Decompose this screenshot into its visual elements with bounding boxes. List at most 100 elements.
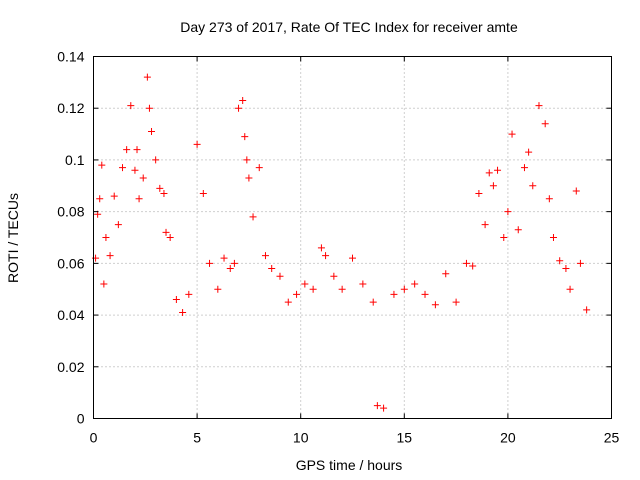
data-point [349, 254, 356, 262]
data-point [541, 120, 549, 128]
data-point [114, 221, 122, 229]
data-point [309, 285, 317, 293]
x-tick-label: 10 [293, 430, 309, 446]
data-point [301, 280, 309, 288]
data-point [241, 133, 249, 141]
data-point [249, 213, 257, 221]
y-tick-label: 0.06 [57, 255, 84, 271]
data-point [131, 166, 139, 174]
data-point [255, 164, 263, 172]
data-point [549, 234, 557, 241]
data-point [583, 306, 591, 314]
x-tick-label: 25 [604, 430, 620, 446]
data-point [369, 298, 377, 306]
plot-frame [93, 56, 612, 419]
data-point [411, 280, 419, 288]
x-axis-label: GPS time / hours [296, 457, 403, 473]
data-point [576, 259, 584, 267]
data-point [390, 290, 398, 298]
data-point [520, 164, 528, 172]
data-point [485, 169, 493, 177]
data-point [545, 195, 553, 203]
data-point [452, 298, 460, 306]
data-point [156, 184, 164, 192]
data-point [214, 285, 222, 293]
data-point [572, 187, 580, 195]
data-point [243, 156, 251, 164]
data-point [145, 104, 153, 112]
x-axis-ticks: 0 5 10 15 20 25 [90, 56, 620, 446]
data-point [152, 156, 160, 164]
data-point [110, 192, 118, 200]
data-point [230, 259, 238, 267]
data-point [160, 190, 168, 198]
data-point [96, 195, 104, 203]
data-point [475, 190, 483, 198]
data-point [193, 140, 201, 148]
data-point [525, 148, 533, 156]
data-point [235, 104, 243, 112]
data-point [199, 190, 207, 198]
data-point [143, 73, 151, 81]
y-tick-label: 0 [77, 411, 85, 427]
data-point [421, 290, 429, 298]
data-point [556, 257, 564, 265]
chart-title: Day 273 of 2017, Rate Of TEC Index for r… [180, 19, 518, 35]
data-point [359, 280, 367, 288]
data-point [562, 265, 570, 273]
y-tick-label: 0.14 [57, 49, 84, 65]
data-point [98, 161, 106, 169]
y-axis-label: ROTI / TECUs [5, 193, 21, 283]
data-point [284, 298, 292, 306]
y-tick-label: 0.02 [57, 359, 84, 375]
data-point [529, 182, 537, 190]
data-point [172, 296, 180, 304]
data-point [123, 146, 131, 154]
data-point [500, 234, 508, 241]
data-point [239, 96, 247, 104]
data-point [127, 102, 135, 110]
data-point [261, 252, 269, 260]
data-point [226, 265, 234, 273]
data-point [489, 182, 497, 190]
y-axis-ticks: 0 0.02 0.04 0.06 0.08 0.1 0.12 0.14 [57, 49, 612, 427]
data-point [431, 301, 439, 309]
y-tick-label: 0.12 [57, 100, 84, 116]
data-point [106, 252, 114, 260]
data-point [220, 254, 228, 262]
x-tick-label: 20 [500, 430, 516, 446]
data-point [400, 285, 408, 293]
data-point [322, 252, 330, 260]
data-point [494, 166, 502, 174]
x-tick-label: 15 [397, 430, 413, 446]
data-point [179, 308, 187, 316]
data-point [148, 127, 156, 135]
data-point [119, 164, 127, 172]
data-point [535, 102, 543, 110]
data-point [100, 280, 108, 288]
y-tick-label: 0.08 [57, 204, 84, 220]
data-point [330, 272, 338, 280]
data-point [504, 208, 512, 216]
data-point [514, 226, 522, 234]
data-point [293, 290, 301, 298]
data-point [317, 244, 325, 252]
data-point [139, 174, 147, 182]
x-tick-label: 5 [193, 430, 201, 446]
data-point [245, 174, 253, 182]
data-point [276, 272, 284, 280]
data-point [481, 221, 489, 229]
data-point [508, 130, 516, 138]
data-point [469, 262, 477, 270]
data-point [166, 234, 174, 241]
data-point [185, 290, 193, 298]
data-point [338, 285, 346, 293]
data-point [133, 146, 141, 154]
y-tick-label: 0.1 [65, 152, 85, 168]
data-point [566, 285, 574, 293]
y-tick-label: 0.04 [57, 307, 84, 323]
data-point [162, 228, 170, 236]
data-point [442, 270, 450, 278]
data-point [462, 259, 470, 267]
